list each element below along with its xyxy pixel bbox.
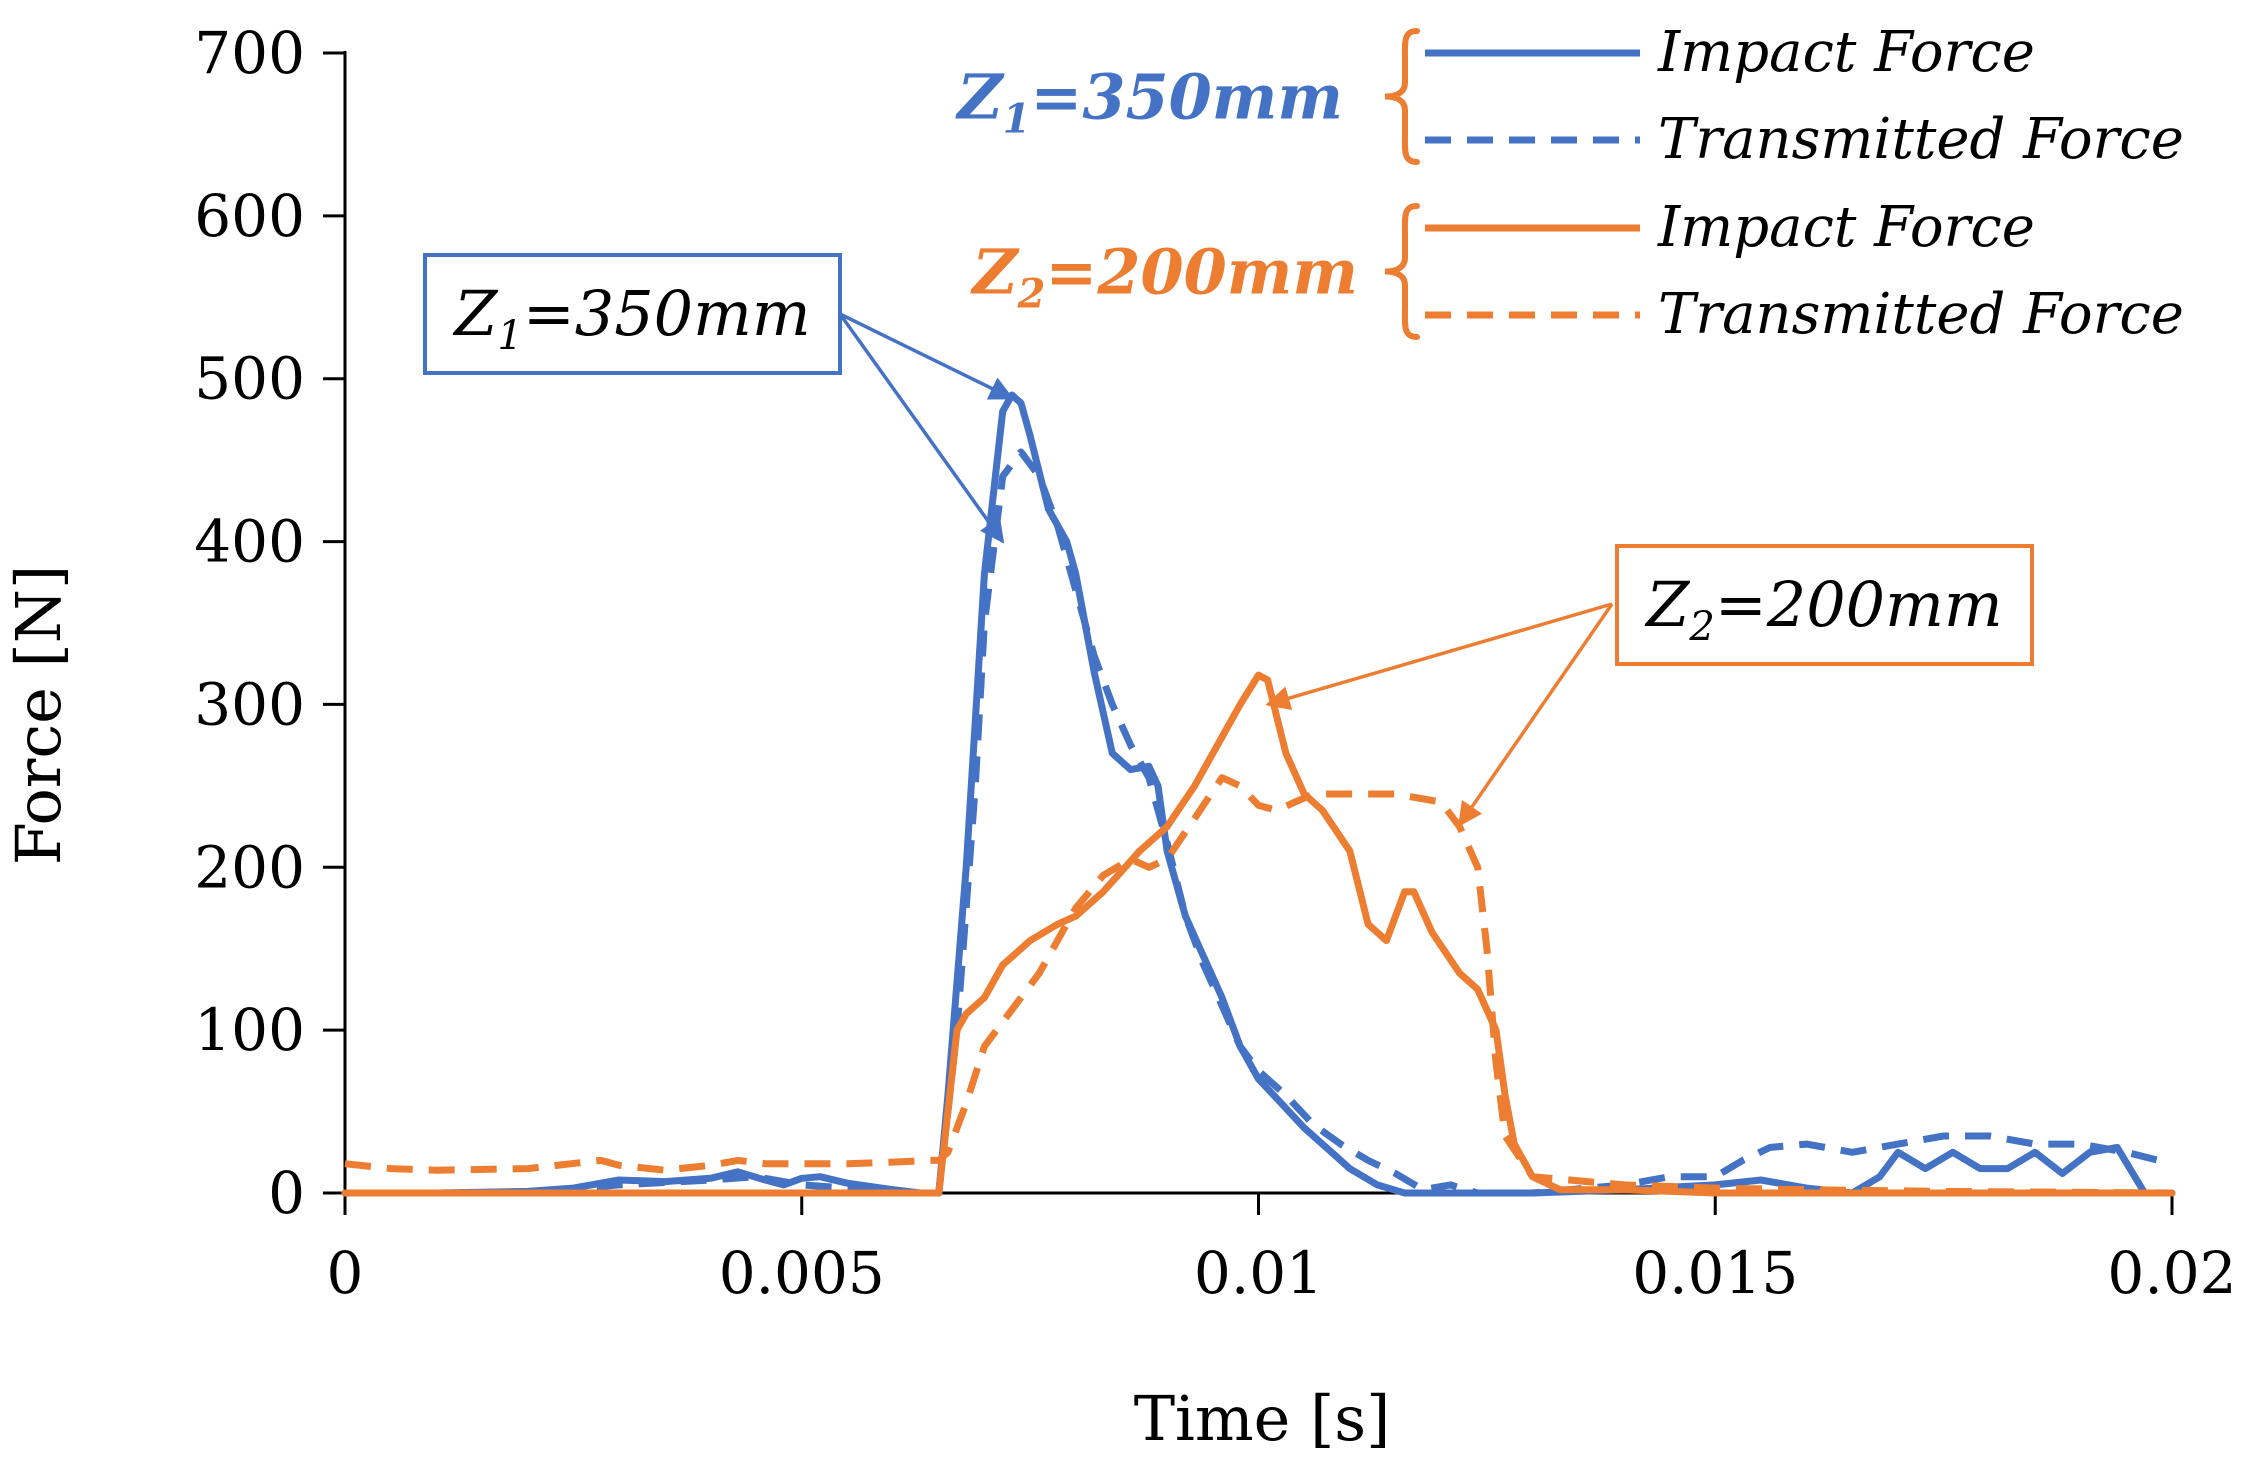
callout-box	[1615, 544, 2034, 666]
callout-arrow	[839, 312, 1015, 400]
y-axis-title: Force [N]	[2, 565, 75, 865]
axes: 0 100 200 300 400 500 600 700 0 0.005 0.01 0.015 0.0…	[194, 19, 2236, 1307]
y-tick-label: 100	[194, 996, 305, 1064]
y-tick-label: 600	[194, 182, 305, 250]
axis-titles: Time [s] Force [N]	[2, 565, 1390, 1455]
y-tick-label: 300	[194, 670, 305, 738]
series-group	[341, 391, 2176, 1197]
legend-group-label: Z1=350mm	[954, 61, 1343, 143]
series-line-4	[344, 774, 2173, 1197]
callout-label-subscript: 2	[1688, 604, 1714, 650]
legend-group-label-subscript: 1	[1003, 96, 1031, 143]
callout-label-suffix: =350mm	[523, 277, 811, 350]
y-tick-label: 200	[194, 833, 305, 901]
callout-label-subscript: 1	[497, 313, 522, 359]
callout-label-prefix: Z	[1644, 568, 1690, 641]
callout-label-prefix: Z	[452, 277, 498, 350]
legend-group-label-subscript: 2	[1017, 271, 1046, 318]
x-tick-label: 0.005	[719, 1239, 885, 1307]
y-tick-label: 500	[194, 345, 305, 413]
legend-entry-label: Impact Force	[1657, 195, 2035, 260]
legend-group-label: Z2=200mm	[969, 236, 1358, 318]
y-tick-label: 700	[194, 19, 305, 87]
callout-arrow	[1458, 603, 1614, 827]
callout-label: Z1=350mm	[452, 277, 810, 359]
legend-group-label-suffix: =350mm	[1030, 61, 1343, 134]
y-tick-label: 400	[194, 508, 305, 576]
series-line-3	[341, 671, 2176, 1197]
callout-box	[423, 253, 842, 375]
x-tick-label: 0.015	[1632, 1239, 1798, 1307]
legend-entry-label: Impact Force	[1657, 20, 2035, 85]
y-tick-label: 0	[268, 1159, 305, 1227]
legend-group-label-suffix: =200mm	[1045, 236, 1358, 309]
series-line-1	[341, 391, 2176, 1197]
callout-label-suffix: =200mm	[1715, 568, 2003, 641]
legend-entry-label: Transmitted Force	[1658, 107, 2184, 172]
x-tick-label: 0.01	[1194, 1239, 1323, 1307]
legend-entry-label: Transmitted Force	[1658, 282, 2184, 347]
legend-group-label-prefix: Z	[954, 61, 1005, 134]
x-axis-title: Time [s]	[1134, 1382, 1391, 1455]
x-tick-label: 0	[327, 1239, 364, 1307]
legend-brace	[1384, 203, 1420, 340]
callout-arrow	[1265, 602, 1613, 711]
callout-label: Z2=200mm	[1644, 568, 2002, 650]
callout-arrow	[838, 312, 1005, 544]
legend-group-label-prefix: Z	[969, 236, 1020, 309]
legend-brace	[1384, 28, 1420, 165]
x-tick-label: 0.02	[2107, 1239, 2236, 1307]
